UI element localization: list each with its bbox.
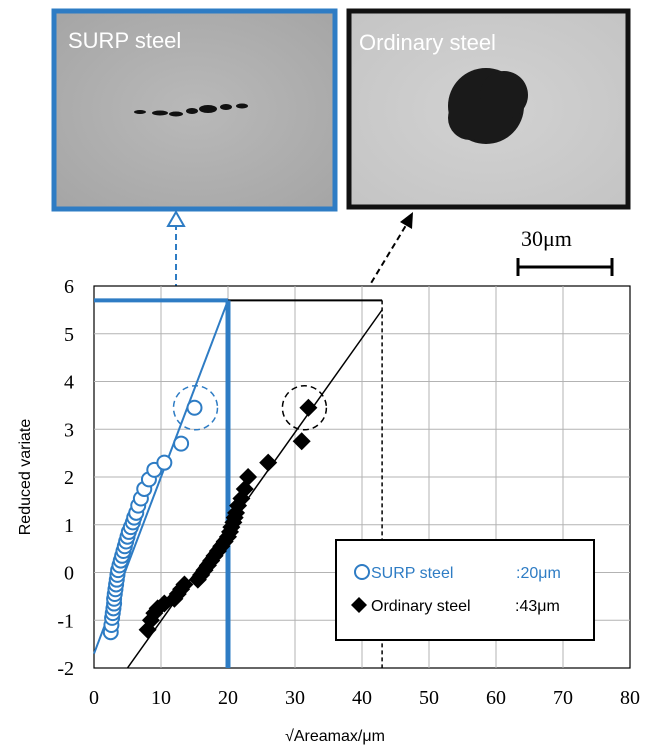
micrograph-ordinary: Ordinary steel (346, 8, 631, 210)
x-tick-label: 10 (151, 687, 171, 709)
y-tick-label: 1 (64, 515, 74, 537)
ordinary-data-point (239, 468, 258, 486)
legend-ordinary-marker (351, 597, 367, 613)
surp-inclusion-shape (134, 103, 248, 117)
micrograph-surp-label: SURP steel (68, 28, 181, 53)
surp-data-point (173, 435, 190, 452)
x-tick-label: 30 (285, 687, 305, 709)
surp-data-point (156, 454, 173, 471)
legend-surp-marker (354, 564, 370, 580)
x-tick-label: 0 (89, 687, 99, 709)
ordinary-data-point (292, 432, 311, 451)
x-tick-label: 60 (486, 687, 506, 709)
x-axis-title: √Areamax/μm (285, 728, 385, 745)
data-points (102, 398, 318, 641)
x-tick-label: 20 (218, 687, 238, 709)
micrograph-ordinary-label: Ordinary steel (359, 30, 496, 55)
x-tick-label: 80 (620, 687, 640, 709)
ordinary-inclusion-shape (448, 68, 528, 144)
characteristic-guides (94, 298, 383, 668)
plot-area: 0 10 20 30 40 50 60 70 80 -2 -1 0 1 2 3 4 5 6 (57, 276, 640, 709)
y-tick-label: 2 (64, 467, 74, 489)
legend-surp-value: :20μm (516, 565, 561, 582)
x-tick-label: 70 (553, 687, 573, 709)
tick-labels: 0 10 20 30 40 50 60 70 80 -2 -1 0 1 2 3 4 5 6 (57, 276, 640, 709)
ordinary-fit-line (126, 309, 383, 669)
surp-highlight-circle (172, 385, 219, 431)
micrograph-surp: SURP steel (51, 8, 338, 212)
y-tick-label: 0 (64, 563, 74, 585)
scale-bar-label: 30μm (521, 226, 572, 251)
y-tick-label: 4 (64, 372, 74, 394)
ordinary-data-point (175, 575, 194, 594)
y-tick-label: 5 (64, 324, 74, 346)
legend-surp-label: SURP steel (371, 565, 453, 582)
ordinary-highlight-circle (281, 385, 328, 431)
y-tick-label: -1 (57, 610, 74, 632)
legend: SURP steel :20μm Ordinary steel :43μm (335, 539, 595, 641)
surp-data-point (186, 399, 203, 416)
ordinary-data-point (259, 453, 278, 472)
scale-bar: 30μm (516, 226, 614, 276)
y-tick-label: 3 (64, 419, 74, 441)
y-axis-title: Reduced variate (17, 419, 34, 536)
x-tick-label: 50 (419, 687, 439, 709)
legend-ordinary-value: :43μm (515, 598, 560, 615)
x-tick-label: 40 (352, 687, 372, 709)
legend-ordinary-label: Ordinary steel (371, 598, 471, 615)
ordinary-data-point (299, 398, 318, 417)
y-tick-label: -2 (57, 658, 74, 680)
y-tick-label: 6 (64, 276, 74, 298)
highlight-circles (172, 385, 328, 431)
